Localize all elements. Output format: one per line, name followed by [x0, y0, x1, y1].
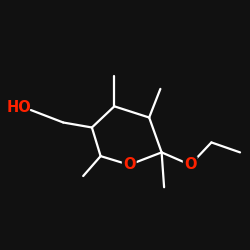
Text: HO: HO: [6, 100, 31, 115]
Text: O: O: [184, 157, 196, 172]
Text: O: O: [123, 157, 136, 172]
